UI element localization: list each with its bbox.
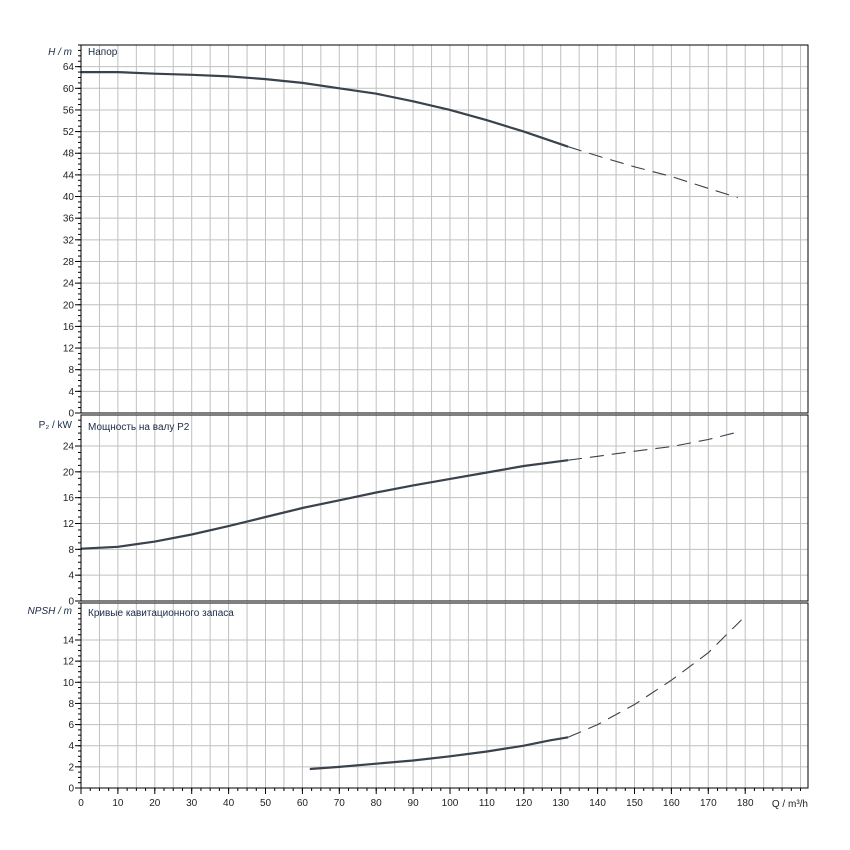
panel-frame-power bbox=[80, 414, 809, 602]
y-tick-label-head: 60 bbox=[63, 84, 75, 95]
y-tick-label-power: 8 bbox=[68, 545, 74, 556]
x-tick-label: 120 bbox=[515, 798, 532, 809]
y-tick-label-npsh: 2 bbox=[68, 762, 74, 773]
x-tick-label: 70 bbox=[334, 798, 346, 809]
x-tick-label: 50 bbox=[260, 798, 272, 809]
x-tick-label: 10 bbox=[112, 798, 124, 809]
panel-title-head: Напор bbox=[88, 47, 118, 58]
y-tick-label-head: 0 bbox=[68, 409, 74, 420]
x-tick-label: 160 bbox=[663, 798, 680, 809]
y-tick-label-npsh: 14 bbox=[63, 636, 75, 647]
x-tick-label: 90 bbox=[408, 798, 420, 809]
y-tick-label-npsh: 10 bbox=[63, 678, 75, 689]
y-tick-label-head: 52 bbox=[63, 127, 75, 138]
y-tick-label-head: 48 bbox=[63, 149, 75, 160]
x-tick-label: 60 bbox=[297, 798, 309, 809]
power-curve-dashed bbox=[568, 430, 742, 461]
y-tick-label-power: 16 bbox=[63, 493, 75, 504]
x-tick-label: 110 bbox=[479, 798, 495, 809]
y-tick-label-head: 40 bbox=[63, 192, 75, 203]
y-tick-label-npsh: 12 bbox=[63, 657, 75, 668]
x-tick-label: 170 bbox=[700, 798, 717, 809]
grid bbox=[81, 45, 808, 788]
y-tick-label-head: 16 bbox=[63, 322, 75, 333]
head-curve-solid bbox=[81, 70, 569, 148]
x-tick-label: 0 bbox=[78, 798, 84, 809]
panel-title-power: Мощность на валу P2 bbox=[88, 422, 190, 433]
y-tick-label-power: 12 bbox=[63, 519, 75, 530]
x-tick-label: 100 bbox=[442, 798, 459, 809]
panel-frame-npsh bbox=[80, 602, 809, 789]
y-tick-label-npsh: 6 bbox=[68, 720, 74, 731]
ylabel-npsh: NPSH / m bbox=[28, 606, 72, 617]
x-tick-label: 30 bbox=[186, 798, 198, 809]
y-tick-label-npsh: 4 bbox=[68, 741, 74, 752]
y-tick-label-head: 32 bbox=[63, 235, 75, 246]
x-tick-label: 20 bbox=[149, 798, 161, 809]
ylabel-power: P₂ / kW bbox=[39, 420, 73, 431]
y-tick-label-head: 8 bbox=[68, 365, 74, 376]
y-tick-label-head: 4 bbox=[68, 387, 74, 398]
x-tick-label: 150 bbox=[626, 798, 643, 809]
y-tick-label-npsh: 0 bbox=[68, 784, 74, 795]
y-tick-label-head: 20 bbox=[63, 300, 75, 311]
y-tick-label-npsh: 8 bbox=[68, 699, 74, 710]
panel-title-npsh: Кривые кавитационного запаса bbox=[88, 608, 234, 619]
x-tick-label: 80 bbox=[371, 798, 383, 809]
y-tick-label-power: 20 bbox=[63, 467, 75, 478]
y-tick-label-power: 0 bbox=[68, 597, 74, 608]
power-curve-solid bbox=[80, 459, 569, 550]
ylabel-head: H / m bbox=[48, 47, 72, 58]
labels: Напор Мощность на валу P2 Кривые кавитац… bbox=[28, 47, 808, 810]
y-tick-label-power: 4 bbox=[68, 571, 74, 582]
x-tick-label: 130 bbox=[552, 798, 569, 809]
y-tick-label-head: 28 bbox=[63, 257, 75, 268]
xlabel: Q / m³/h bbox=[772, 799, 808, 810]
x-tick-label: 40 bbox=[223, 798, 235, 809]
y-tick-label-head: 24 bbox=[63, 279, 75, 290]
y-tick-label-head: 36 bbox=[63, 214, 75, 225]
panel-frame-head bbox=[80, 44, 809, 414]
head-curve-dashed bbox=[567, 146, 738, 199]
y-tick-label-head: 64 bbox=[63, 62, 75, 73]
axes: 0481216202428323640444852566064048121620… bbox=[63, 44, 809, 809]
x-tick-label: 140 bbox=[589, 798, 606, 809]
x-tick-label: 180 bbox=[737, 798, 754, 809]
curves bbox=[80, 70, 742, 771]
y-tick-label-head: 12 bbox=[63, 344, 75, 355]
y-tick-label-head: 44 bbox=[63, 170, 75, 181]
y-tick-label-head: 56 bbox=[63, 105, 75, 116]
npsh-curve-solid bbox=[309, 736, 569, 771]
y-tick-label-power: 24 bbox=[63, 442, 75, 453]
npsh-curve-dashed bbox=[567, 619, 742, 738]
